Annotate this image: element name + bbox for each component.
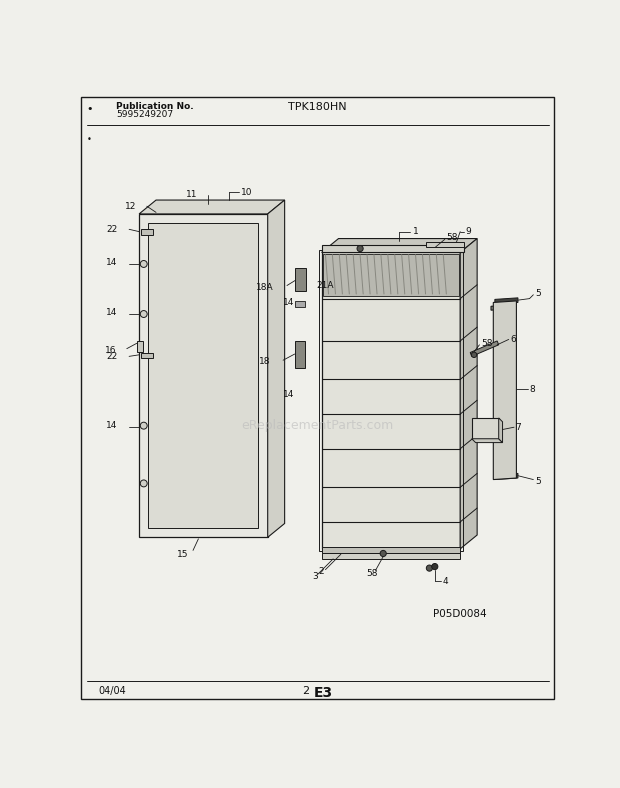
Polygon shape bbox=[294, 268, 306, 291]
Text: 18: 18 bbox=[259, 357, 270, 366]
Text: 2: 2 bbox=[318, 567, 324, 577]
Circle shape bbox=[471, 352, 477, 358]
Bar bbox=[294, 301, 306, 307]
Polygon shape bbox=[470, 341, 498, 356]
Polygon shape bbox=[494, 301, 516, 480]
Polygon shape bbox=[139, 214, 268, 537]
Bar bbox=[323, 254, 459, 296]
Bar bbox=[148, 223, 259, 528]
Text: 14: 14 bbox=[106, 421, 118, 430]
Text: 58: 58 bbox=[366, 569, 378, 578]
Text: 21A: 21A bbox=[316, 281, 334, 290]
Text: 22: 22 bbox=[106, 225, 118, 234]
Circle shape bbox=[140, 480, 147, 487]
Polygon shape bbox=[498, 418, 503, 443]
Text: 4: 4 bbox=[443, 577, 448, 585]
Text: 04/04: 04/04 bbox=[99, 686, 126, 696]
Circle shape bbox=[140, 261, 147, 267]
Text: 14: 14 bbox=[283, 390, 294, 400]
Circle shape bbox=[432, 563, 438, 570]
Bar bbox=[319, 250, 463, 551]
Polygon shape bbox=[472, 418, 498, 439]
Text: 2: 2 bbox=[303, 686, 309, 696]
Text: 58: 58 bbox=[446, 233, 458, 242]
Polygon shape bbox=[141, 352, 153, 358]
Polygon shape bbox=[322, 552, 460, 559]
Polygon shape bbox=[495, 298, 518, 304]
Circle shape bbox=[140, 310, 147, 318]
Polygon shape bbox=[425, 243, 464, 247]
Text: E3: E3 bbox=[314, 686, 333, 700]
Text: 12: 12 bbox=[125, 202, 136, 210]
Text: 5995249207: 5995249207 bbox=[116, 110, 173, 119]
Polygon shape bbox=[322, 547, 460, 552]
Bar bbox=[137, 341, 143, 351]
Text: 15: 15 bbox=[177, 550, 188, 559]
Text: 7: 7 bbox=[516, 422, 521, 432]
Circle shape bbox=[140, 422, 147, 429]
Polygon shape bbox=[139, 200, 285, 214]
Text: 10: 10 bbox=[241, 188, 252, 197]
Text: eReplacementParts.com: eReplacementParts.com bbox=[242, 419, 394, 432]
Text: 14: 14 bbox=[106, 308, 118, 317]
Text: 3: 3 bbox=[312, 572, 317, 581]
Polygon shape bbox=[472, 439, 503, 443]
Text: 14: 14 bbox=[106, 258, 118, 267]
Polygon shape bbox=[268, 200, 285, 537]
Polygon shape bbox=[491, 305, 514, 310]
Text: P05D0084: P05D0084 bbox=[433, 609, 487, 619]
Text: 14: 14 bbox=[283, 298, 294, 307]
Text: 1: 1 bbox=[412, 227, 418, 236]
Text: 8: 8 bbox=[529, 385, 535, 394]
Circle shape bbox=[357, 246, 363, 251]
Text: 5: 5 bbox=[535, 478, 541, 486]
Text: •: • bbox=[87, 135, 92, 143]
Text: 9: 9 bbox=[466, 227, 471, 236]
Polygon shape bbox=[322, 239, 477, 252]
Text: 11: 11 bbox=[186, 190, 198, 199]
Polygon shape bbox=[460, 239, 477, 549]
Text: 6: 6 bbox=[510, 335, 516, 344]
Circle shape bbox=[427, 565, 433, 571]
Text: 58: 58 bbox=[481, 339, 492, 348]
Polygon shape bbox=[322, 252, 460, 549]
Text: 16: 16 bbox=[105, 346, 116, 355]
Text: 18A: 18A bbox=[256, 283, 274, 292]
Text: •: • bbox=[87, 104, 93, 113]
Text: Publication No.: Publication No. bbox=[116, 102, 193, 111]
Polygon shape bbox=[294, 341, 304, 368]
Polygon shape bbox=[322, 245, 464, 252]
Polygon shape bbox=[495, 474, 518, 480]
Polygon shape bbox=[141, 229, 153, 236]
Text: TPK180HN: TPK180HN bbox=[288, 102, 347, 112]
Text: 5: 5 bbox=[535, 288, 541, 298]
Circle shape bbox=[380, 550, 386, 556]
Text: 22: 22 bbox=[106, 352, 118, 361]
